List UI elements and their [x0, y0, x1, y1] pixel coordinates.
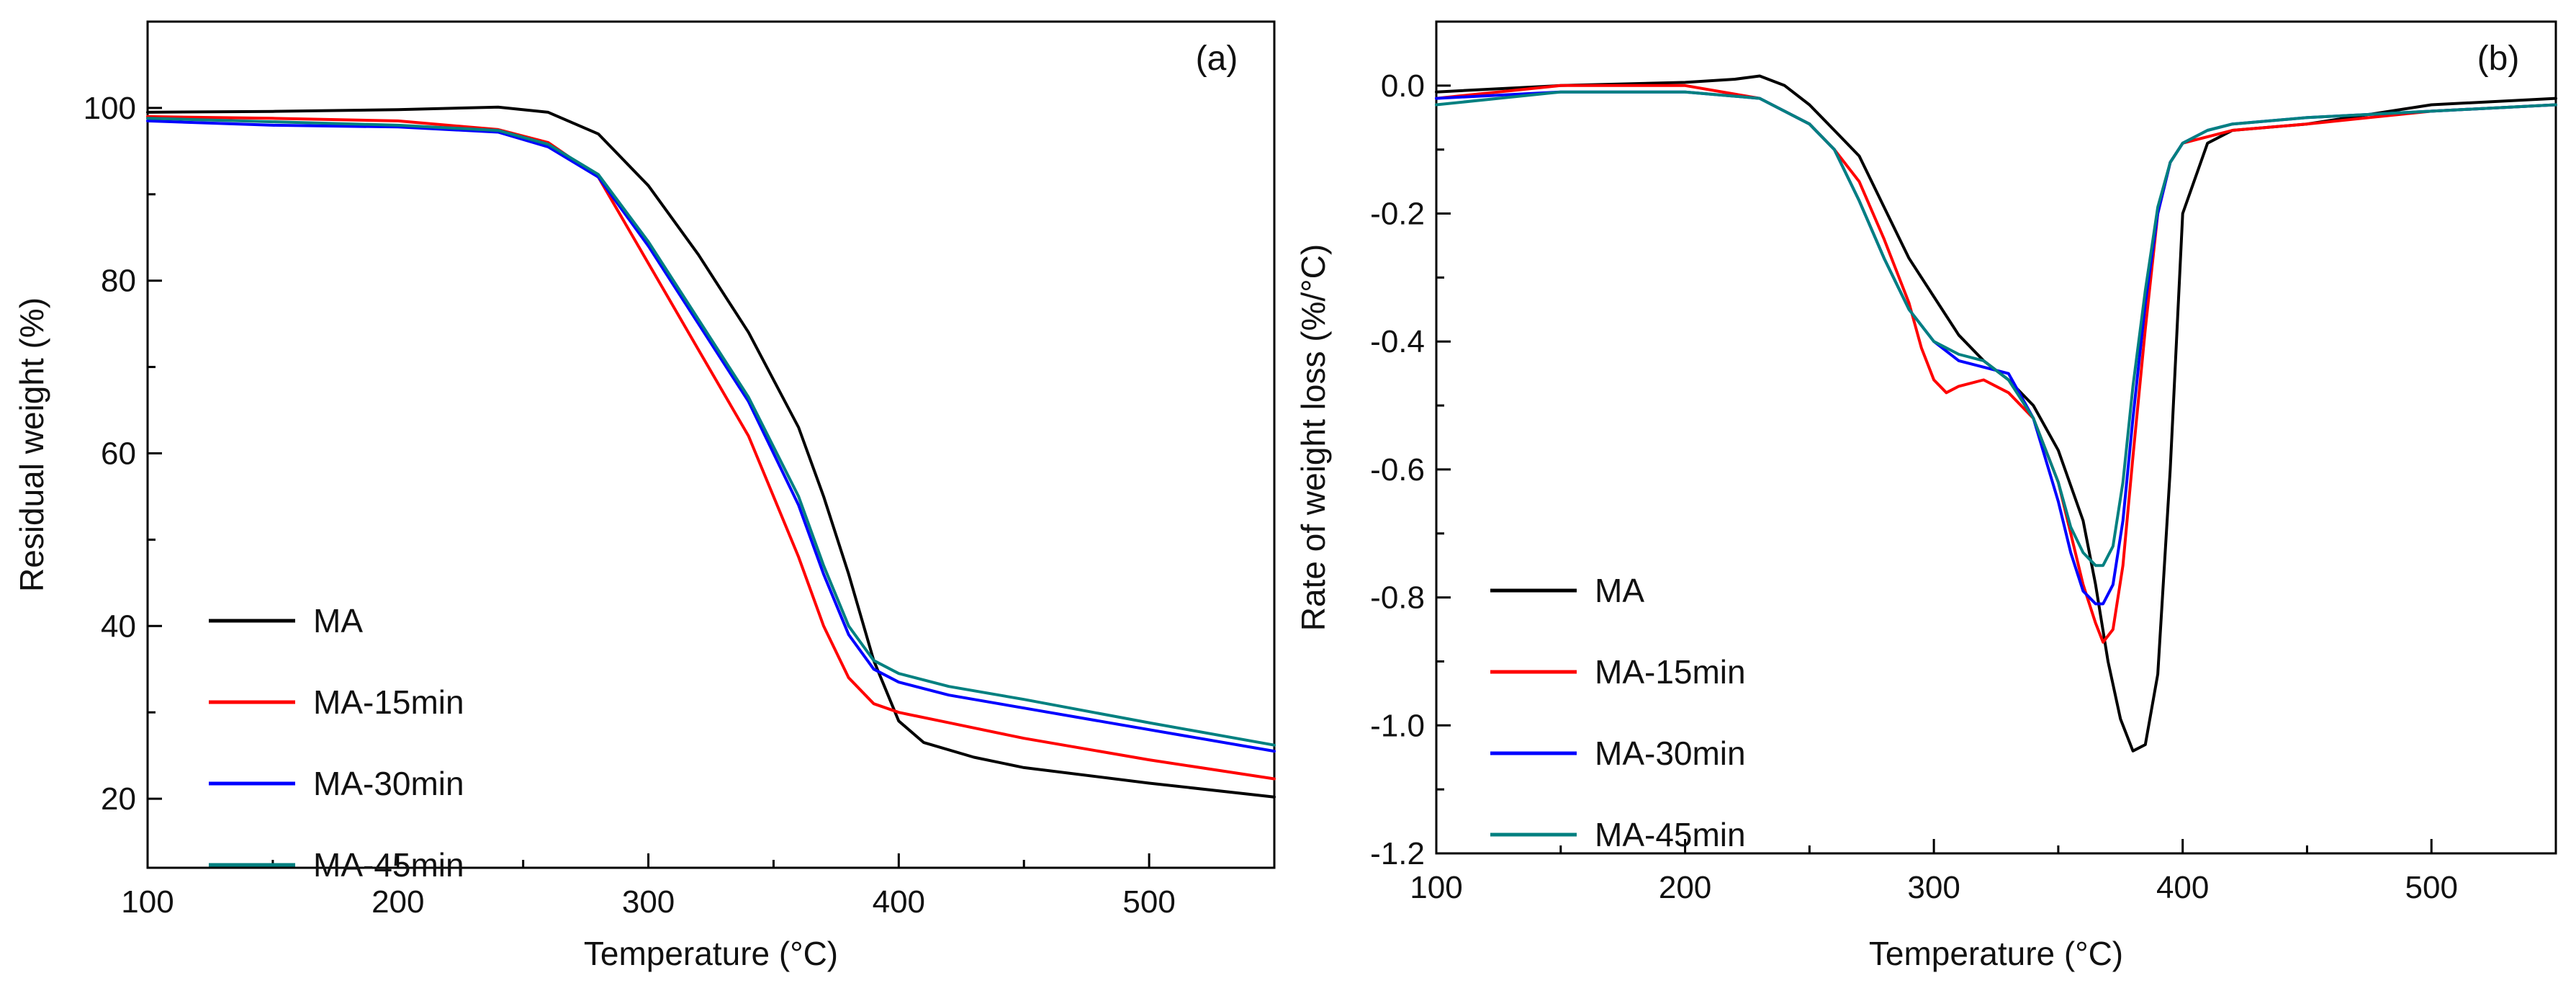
panel-a-x-tick-label-500: 500	[1122, 884, 1175, 920]
panel-b-y-tick-label-0: 0.0	[1381, 68, 1425, 104]
panel-b-x-tick-label-500: 500	[2405, 870, 2458, 905]
panel-a-y-tick-label-40: 40	[101, 609, 136, 644]
panel-b-series-line-ma-30min	[1435, 90, 2557, 606]
panel-b-y-tick-label--1: -1.0	[1370, 708, 1425, 743]
panel-b-y-tick-label--0.8: -0.8	[1370, 580, 1425, 616]
panel-a-legend-label-ma-30min: MA-30min	[313, 765, 464, 802]
panel-b-legend-label-ma-15min: MA-15min	[1595, 653, 1746, 691]
panel-b-y-tick-label--0.6: -0.6	[1370, 452, 1425, 488]
panel-b-y-tick-label--0.2: -0.2	[1370, 197, 1425, 232]
panel-b-y-tick-label--1.2: -1.2	[1370, 836, 1425, 871]
panel-a-legend-label-ma-45min: MA-45min	[313, 846, 464, 884]
panel-b-x-tick-label-100: 100	[1410, 870, 1462, 905]
panel-b-legend-label-ma-30min: MA-30min	[1595, 735, 1746, 772]
panel-a-x-tick-label-200: 200	[371, 884, 424, 920]
panel-a-series-line-ma-45min	[146, 117, 1276, 747]
panel-a-x-tick-label-100: 100	[121, 884, 174, 920]
panel-a-axes-frame	[146, 20, 1276, 869]
panel-a-y-axis-title: Residual weight (%)	[13, 297, 50, 592]
panel-a-legend-label-ma: MA	[313, 602, 363, 639]
panel-b-axes-frame	[1435, 20, 2557, 855]
panel-a-series-line-ma	[146, 105, 1276, 799]
panel-a-series-line-ma-15min	[146, 115, 1276, 781]
panel-a-x-tick-label-400: 400	[873, 884, 925, 920]
panel-b-series-line-ma-15min	[1435, 84, 2557, 644]
panel-a-legend-label-ma-15min: MA-15min	[313, 683, 464, 721]
panel-a-y-tick-label-60: 60	[101, 436, 136, 471]
panel-a-y-tick-label-100: 100	[84, 91, 136, 126]
panel-b-legend-label-ma: MA	[1595, 572, 1644, 609]
panel-b-x-tick-label-400: 400	[2156, 870, 2209, 905]
panel-a-y-tick-label-20: 20	[101, 781, 136, 817]
panel-b-series-line-ma-45min	[1435, 90, 2557, 567]
panel-a-y-tick-label-80: 80	[101, 264, 136, 299]
panel-b-x-axis-title: Temperature (°C)	[1869, 935, 2123, 972]
panel-a-series-line-ma-30min	[146, 119, 1276, 753]
panel-b-legend-label-ma-45min: MA-45min	[1595, 816, 1746, 853]
panel-b-x-tick-label-300: 300	[1907, 870, 1960, 905]
panel-b-y-tick-label--0.4: -0.4	[1370, 324, 1425, 359]
panel-a-x-axis-title: Temperature (°C)	[584, 935, 838, 972]
panel-b-y-axis-title: Rate of weight loss (%/°C)	[1294, 244, 1332, 631]
panel-a-x-tick-label-300: 300	[622, 884, 675, 920]
panel-b-label: (b)	[2477, 40, 2520, 78]
panel-b-x-tick-label-200: 200	[1659, 870, 1711, 905]
panel-b-series-line-ma	[1435, 74, 2557, 753]
panel-a-label: (a)	[1196, 40, 1238, 78]
